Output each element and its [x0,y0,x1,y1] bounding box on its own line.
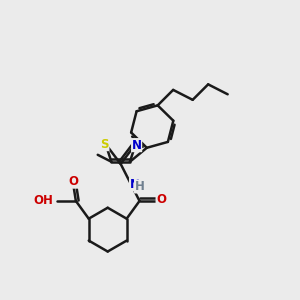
Text: H: H [135,180,145,193]
Text: O: O [156,194,166,206]
Text: N: N [130,178,140,191]
Text: S: S [100,138,109,151]
Text: N: N [132,139,142,152]
Text: OH: OH [33,194,53,208]
Text: O: O [68,175,78,188]
